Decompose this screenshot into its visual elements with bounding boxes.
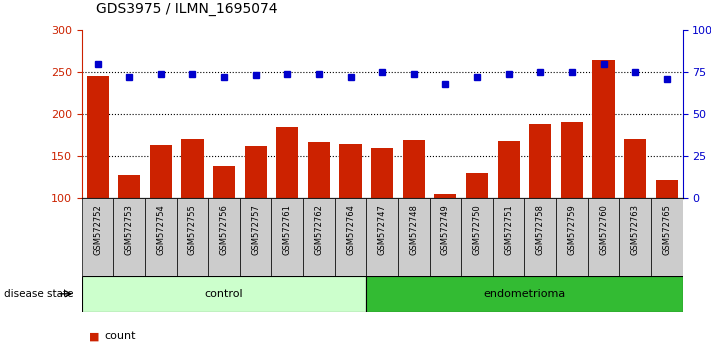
Bar — [588, 198, 619, 276]
Text: GSM572764: GSM572764 — [346, 205, 355, 255]
Bar — [624, 139, 646, 198]
Bar — [651, 198, 683, 276]
Bar — [339, 144, 362, 198]
Bar — [213, 166, 235, 198]
Bar — [366, 198, 398, 276]
Bar — [277, 127, 299, 198]
Text: GSM572750: GSM572750 — [473, 205, 481, 255]
Bar — [181, 139, 203, 198]
Bar — [303, 198, 335, 276]
Text: control: control — [205, 289, 243, 299]
Text: GSM572756: GSM572756 — [220, 205, 228, 255]
Text: GSM572765: GSM572765 — [662, 205, 671, 255]
Bar — [113, 198, 145, 276]
Bar — [308, 142, 330, 198]
Bar — [493, 198, 525, 276]
Text: GSM572747: GSM572747 — [378, 205, 387, 255]
Bar — [371, 148, 393, 198]
Text: GSM572759: GSM572759 — [567, 205, 577, 255]
Bar — [466, 173, 488, 198]
Text: GSM572758: GSM572758 — [536, 205, 545, 255]
Bar — [208, 198, 240, 276]
Bar — [434, 194, 456, 198]
Bar — [498, 141, 520, 198]
Bar — [176, 198, 208, 276]
Bar — [561, 122, 583, 198]
Text: GSM572748: GSM572748 — [410, 205, 418, 255]
Text: GSM572760: GSM572760 — [599, 205, 608, 255]
Bar — [402, 140, 425, 198]
Text: GSM572749: GSM572749 — [441, 205, 450, 255]
Text: GSM572752: GSM572752 — [93, 205, 102, 255]
Bar — [619, 198, 651, 276]
Bar — [145, 198, 176, 276]
Text: GSM572757: GSM572757 — [251, 205, 260, 255]
Bar — [525, 198, 556, 276]
Bar — [656, 180, 678, 198]
Text: GSM572755: GSM572755 — [188, 205, 197, 255]
Bar — [556, 198, 588, 276]
Text: GSM572762: GSM572762 — [314, 205, 324, 255]
Bar — [429, 198, 461, 276]
Bar — [398, 198, 429, 276]
Text: GDS3975 / ILMN_1695074: GDS3975 / ILMN_1695074 — [96, 2, 277, 16]
Text: GSM572754: GSM572754 — [156, 205, 166, 255]
Text: endometrioma: endometrioma — [483, 289, 565, 299]
Bar — [529, 124, 551, 198]
Bar — [240, 198, 272, 276]
Bar — [87, 76, 109, 198]
Text: GSM572761: GSM572761 — [283, 205, 292, 255]
Bar — [245, 146, 267, 198]
Text: GSM572751: GSM572751 — [504, 205, 513, 255]
Bar — [272, 198, 303, 276]
Bar — [118, 175, 140, 198]
Bar — [592, 59, 614, 198]
Bar — [150, 145, 172, 198]
Text: ■: ■ — [89, 331, 100, 341]
Bar — [461, 198, 493, 276]
Text: GSM572753: GSM572753 — [124, 205, 134, 255]
Text: GSM572763: GSM572763 — [631, 205, 640, 256]
Bar — [82, 276, 366, 312]
Bar — [82, 198, 113, 276]
Bar — [366, 276, 683, 312]
Text: count: count — [105, 331, 136, 341]
Text: disease state: disease state — [4, 289, 73, 299]
Bar — [335, 198, 366, 276]
